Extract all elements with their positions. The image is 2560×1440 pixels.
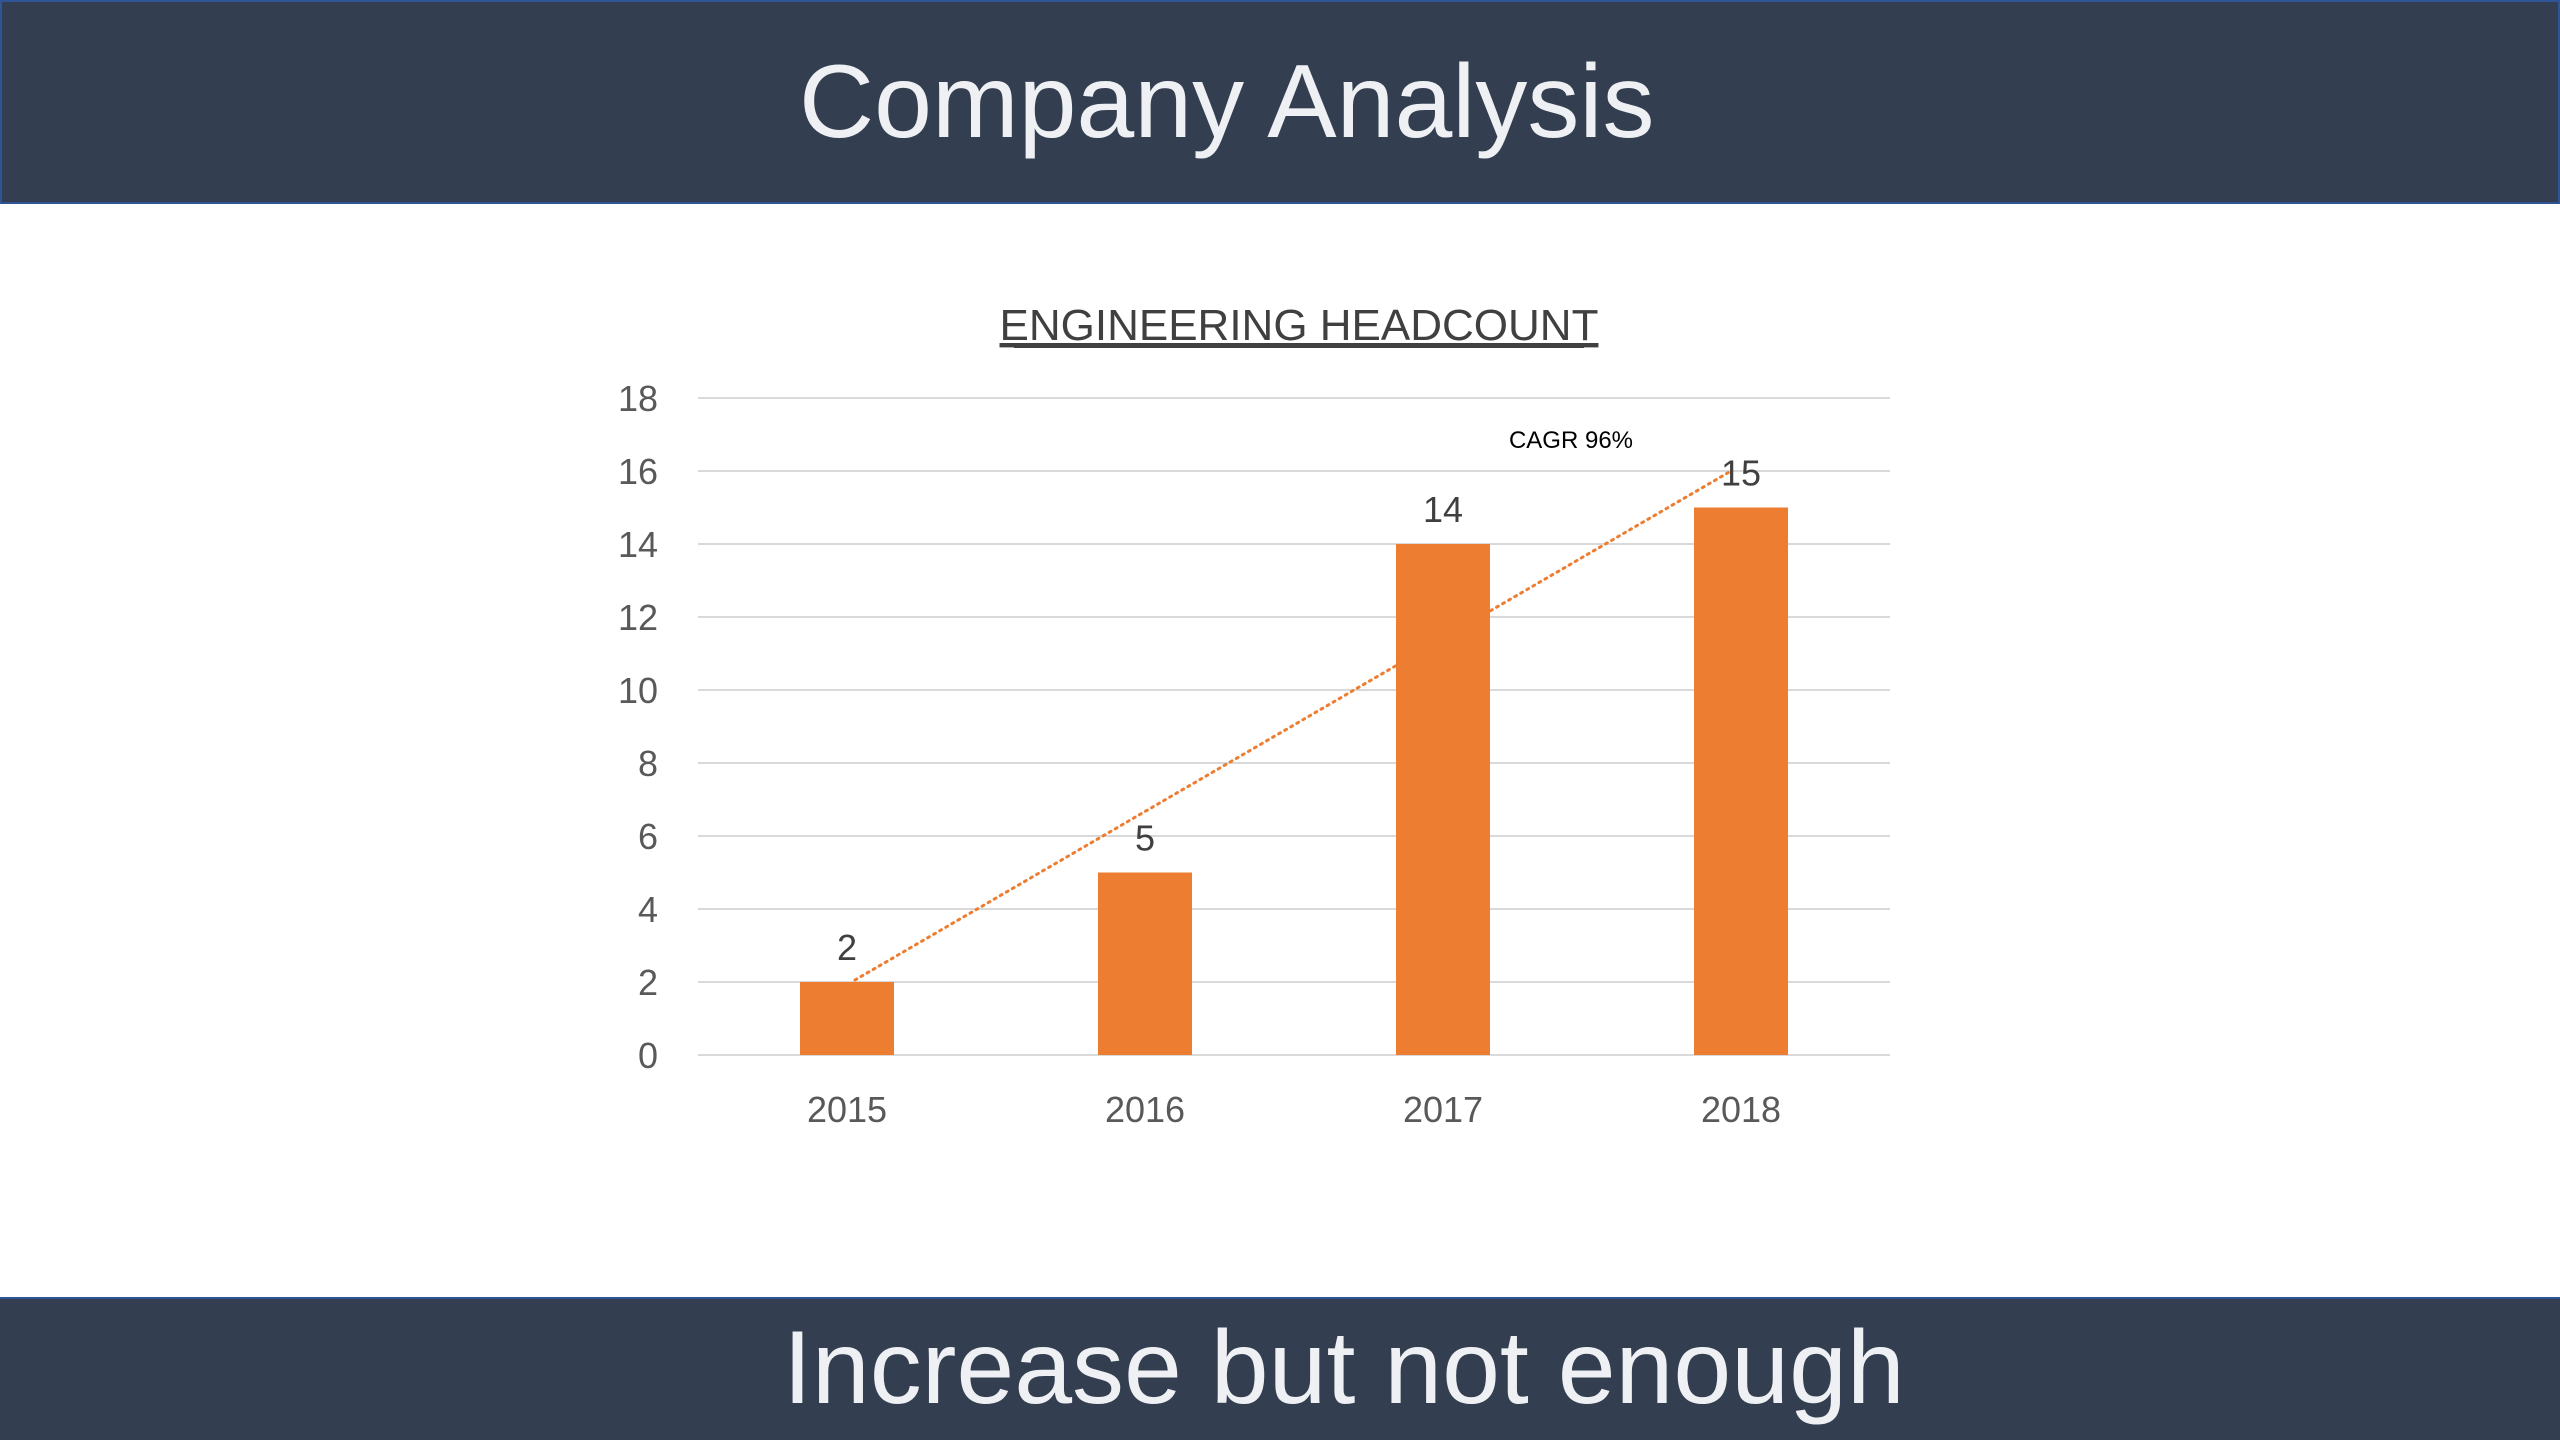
- data-label: 2: [837, 927, 857, 968]
- x-tick-label: 2018: [1701, 1089, 1781, 1130]
- y-tick-label: 18: [618, 378, 658, 419]
- trendline: [853, 469, 1733, 982]
- bar: [1396, 544, 1490, 1055]
- bar: [1098, 872, 1192, 1055]
- bar: [800, 982, 894, 1055]
- bar: [1694, 507, 1788, 1055]
- y-tick-label: 10: [618, 670, 658, 711]
- slide-footer: Increase but not enough: [783, 1310, 1905, 1426]
- x-tick-label: 2016: [1105, 1089, 1185, 1130]
- y-tick-label: 2: [638, 962, 658, 1003]
- y-tick-label: 4: [638, 889, 658, 930]
- x-tick-label: 2015: [807, 1089, 887, 1130]
- cagr-annotation: CAGR 96%: [1509, 427, 1633, 454]
- data-label: 14: [1423, 489, 1463, 530]
- slide-title: Company Analysis: [799, 44, 1655, 160]
- header-band: Company Analysis: [0, 0, 2560, 204]
- y-tick-label: 14: [618, 524, 658, 565]
- footer-band: Increase but not enough: [0, 1297, 2560, 1440]
- y-tick-label: 16: [618, 451, 658, 492]
- data-label: 5: [1135, 818, 1155, 859]
- y-tick-label: 12: [618, 597, 658, 638]
- y-tick-label: 0: [638, 1035, 658, 1076]
- y-tick-label: 6: [638, 816, 658, 857]
- y-tick-label: 8: [638, 743, 658, 784]
- x-tick-label: 2017: [1403, 1089, 1483, 1130]
- chart-title: ENGINEERING HEADCOUNT: [1000, 301, 1599, 350]
